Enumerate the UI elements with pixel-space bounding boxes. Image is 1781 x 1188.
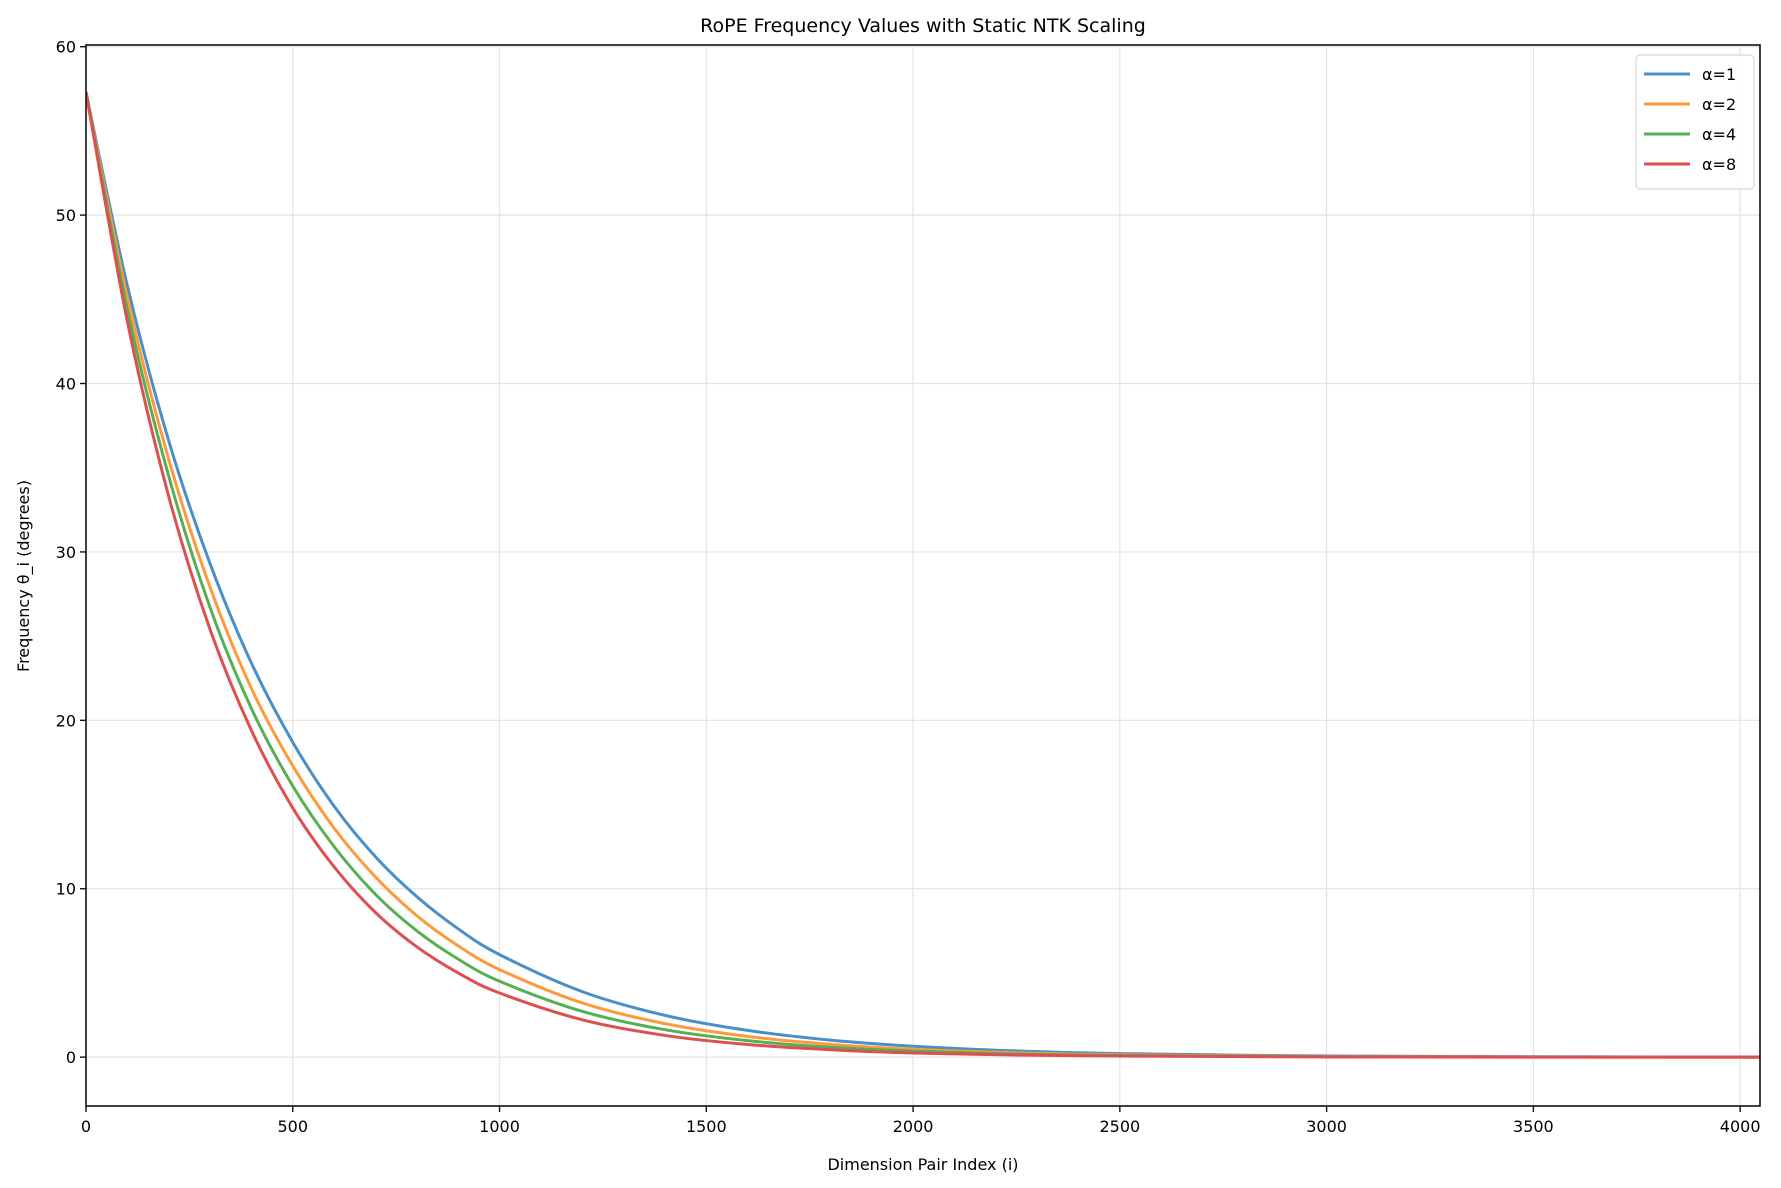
x-tick-label: 2500 [1099, 1117, 1140, 1136]
series-line [86, 91, 1760, 1059]
x-tick-label: 0 [81, 1117, 91, 1136]
y-axis-ticks: 0 10 20 30 40 50 60 [56, 38, 86, 1067]
x-tick-label: 3000 [1306, 1117, 1347, 1136]
legend-label: α=1 [1702, 65, 1736, 84]
x-axis-ticks: 0 500 1000 1500 2000 2500 3000 3500 4000 [81, 1106, 1761, 1136]
x-tick-label: 1000 [479, 1117, 520, 1136]
y-tick-label: 10 [56, 880, 76, 899]
x-tick-label: 1500 [686, 1117, 727, 1136]
chart-title: RoPE Frequency Values with Static NTK Sc… [700, 15, 1146, 37]
y-axis-label: Frequency θ_i (degrees) [14, 480, 34, 672]
legend-label: α=2 [1702, 95, 1736, 114]
series-line [86, 91, 1760, 1059]
x-tick-label: 4000 [1720, 1117, 1761, 1136]
legend-box [1635, 54, 1755, 190]
y-tick-label: 40 [56, 375, 76, 394]
legend-label: α=4 [1702, 125, 1736, 144]
x-tick-label: 3500 [1513, 1117, 1554, 1136]
data-series [86, 91, 1760, 1059]
x-tick-label: 500 [277, 1117, 308, 1136]
x-axis-label: Dimension Pair Index (i) [827, 1155, 1018, 1174]
legend: α=1 α=2 α=4 α=8 [1635, 54, 1755, 190]
y-tick-label: 0 [66, 1048, 76, 1067]
y-tick-label: 20 [56, 711, 76, 730]
series-line [86, 91, 1760, 1059]
plot-area-frame [85, 44, 1761, 1107]
y-tick-label: 50 [56, 206, 76, 225]
gridlines [85, 45, 1760, 1106]
y-tick-label: 30 [56, 543, 76, 562]
legend-label: α=8 [1702, 155, 1736, 174]
y-tick-label: 60 [56, 38, 76, 57]
series-line [86, 91, 1760, 1059]
x-tick-label: 2000 [893, 1117, 934, 1136]
